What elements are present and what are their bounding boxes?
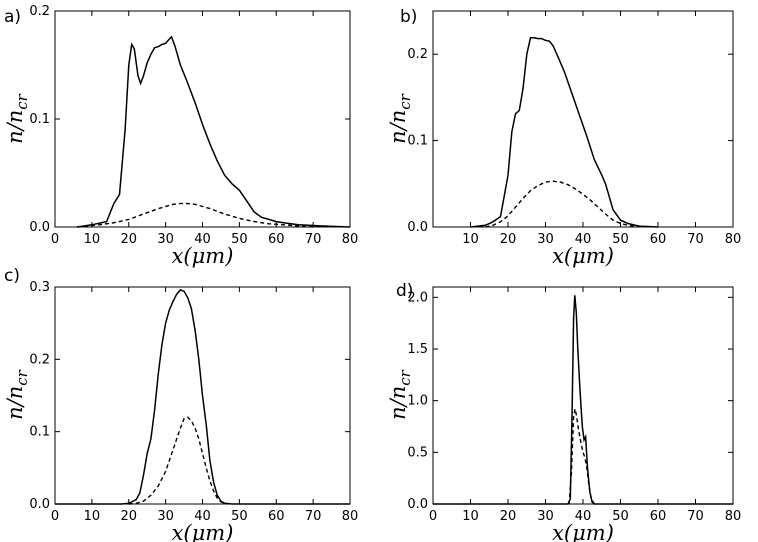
x-tick-label: 50: [612, 509, 629, 524]
y-tick-label: 2.0: [407, 290, 428, 305]
series-dashed-line: [485, 180, 644, 228]
x-tick-label: 70: [305, 509, 322, 524]
y-tick-label: 0.2: [29, 352, 50, 367]
y-tick-label: 0.1: [29, 425, 50, 440]
plot-frame: [432, 286, 734, 505]
x-tick-label: 50: [231, 232, 248, 247]
y-tick-label: 0.5: [407, 445, 428, 460]
x-tick-label: 70: [305, 232, 322, 247]
y-tick-label: 0.0: [407, 220, 428, 235]
x-tick-label: 80: [725, 232, 742, 247]
x-tick-label: 30: [537, 232, 554, 247]
panel-b: 10 20 30 40 50 60 70 80 0.0 0.1 0.2 b) x(μm) n/ncr: [386, 7, 741, 268]
x-tick-label: 0: [51, 232, 59, 247]
panel-label: b): [400, 7, 417, 27]
plot-frame: [432, 10, 734, 228]
y-tick-label: 1.0: [407, 394, 428, 409]
x-tick-label: 10: [84, 232, 101, 247]
y-axis-label: n/ncr: [386, 369, 414, 420]
x-tick-label: 60: [650, 232, 667, 247]
panel-a: 0 10 20 30 40 50 60 70 80 0.0 0.1 0.2 a) x(μm) n/ncr: [3, 4, 358, 268]
y-tick-label: 0.3: [29, 280, 50, 295]
x-tick-label: 0: [51, 509, 59, 524]
panel-d: 0 10 20 30 40 50 60 70 80 0.0 0.5 1.0 1.5 2.0d) x(μm) n…: [386, 281, 741, 542]
panel-c: 0 10 20 30 40 50 60 70 80 0.0 0.1 0.2 0.3 c) x(μm) n/nc…: [3, 266, 358, 542]
series-solid-line: [433, 295, 733, 505]
x-tick-label: 60: [268, 509, 285, 524]
x-tick-label: 20: [120, 232, 137, 247]
y-tick-label: 0.1: [29, 112, 50, 127]
x-tick-label: 80: [725, 509, 742, 524]
x-axis-label: x(μm): [172, 244, 234, 268]
panel-label: d): [396, 281, 413, 301]
y-axis-label: n/ncr: [386, 93, 414, 144]
x-tick-label: 40: [575, 509, 592, 524]
x-tick-label: 10: [462, 232, 479, 247]
y-tick-label: 0.0: [407, 497, 428, 512]
x-tick-label: 40: [194, 232, 211, 247]
x-tick-label: 30: [157, 509, 174, 524]
y-tick-label: 0.0: [29, 220, 50, 235]
panel-label: c): [4, 266, 20, 286]
y-tick-label: 0.0: [29, 497, 50, 512]
x-tick-label: 60: [268, 232, 285, 247]
x-axis-label: x(μm): [172, 521, 234, 542]
x-tick-label: 10: [462, 509, 479, 524]
series-dashed-line: [568, 408, 595, 505]
x-tick-label: 70: [687, 232, 704, 247]
y-tick-label: 0.2: [29, 4, 50, 19]
y-axis-label: n/ncr: [3, 93, 31, 144]
y-tick-label: 0.1: [407, 134, 428, 149]
x-tick-label: 20: [500, 232, 517, 247]
plot-frame: [54, 10, 351, 228]
x-tick-label: 60: [650, 509, 667, 524]
x-tick-label: 80: [342, 232, 359, 247]
x-tick-label: 70: [687, 509, 704, 524]
x-tick-label: 50: [612, 232, 629, 247]
x-tick-label: 30: [537, 509, 554, 524]
x-axis-label: x(μm): [552, 244, 614, 268]
x-tick-label: 80: [342, 509, 359, 524]
x-tick-label: 10: [84, 509, 101, 524]
series-dashed-line: [77, 202, 314, 228]
series-solid-line: [470, 37, 659, 228]
series-solid-line: [76, 35, 351, 228]
x-tick-label: 40: [194, 509, 211, 524]
x-tick-label: 30: [157, 232, 174, 247]
y-axis-label: n/ncr: [3, 369, 31, 420]
x-tick-label: 0: [429, 509, 437, 524]
panel-label: a): [4, 7, 21, 27]
x-tick-label: 50: [231, 509, 248, 524]
x-tick-label: 20: [500, 509, 517, 524]
series-solid-line: [55, 289, 350, 505]
series-dashed-line: [128, 416, 229, 505]
x-tick-label: 40: [575, 232, 592, 247]
y-tick-label: 0.2: [407, 47, 428, 62]
x-axis-label: x(μm): [552, 521, 614, 542]
y-tick-label: 1.5: [407, 342, 428, 357]
x-tick-label: 20: [120, 509, 137, 524]
